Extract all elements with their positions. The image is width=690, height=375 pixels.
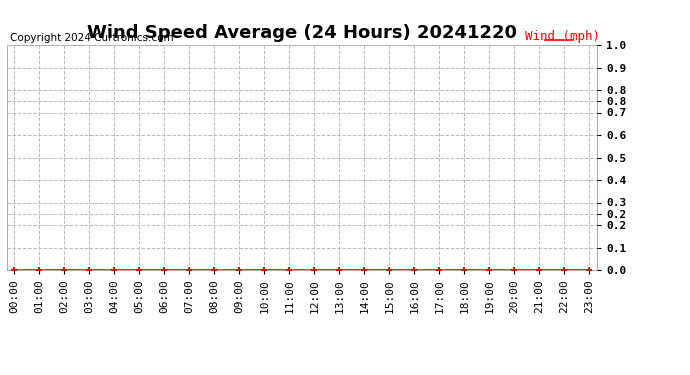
Title: Wind Speed Average (24 Hours) 20241220: Wind Speed Average (24 Hours) 20241220	[87, 24, 517, 42]
Text: Copyright 2024 Curtronics.com: Copyright 2024 Curtronics.com	[10, 33, 174, 43]
Text: Wind (mph): Wind (mph)	[525, 30, 600, 43]
